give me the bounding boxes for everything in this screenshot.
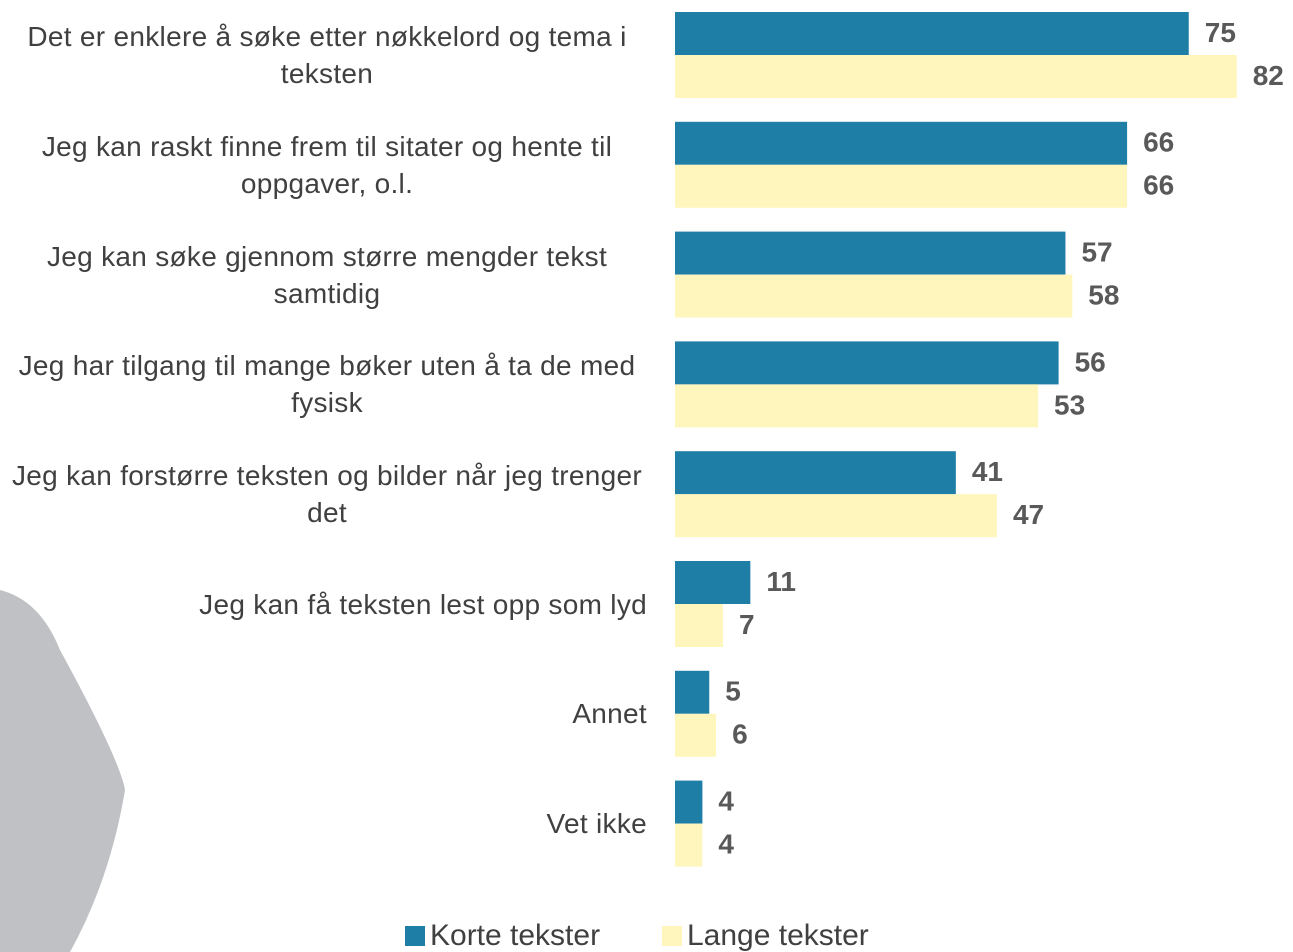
value-label: 82 bbox=[1253, 60, 1284, 91]
value-label: 56 bbox=[1075, 346, 1106, 377]
legend-label: Lange tekster bbox=[687, 919, 869, 952]
category-text: Vet ikke bbox=[546, 808, 647, 840]
category-label: Jeg kan søke gjennom større mengder teks… bbox=[0, 225, 647, 325]
bar bbox=[675, 670, 710, 714]
category-text: Jeg kan søke gjennom større mengder teks… bbox=[46, 240, 608, 309]
value-label: 4 bbox=[718, 828, 734, 859]
bar bbox=[675, 55, 1237, 98]
value-label: 5 bbox=[725, 676, 741, 707]
bar bbox=[675, 164, 1128, 208]
bar bbox=[675, 713, 717, 757]
value-label: 75 bbox=[1205, 17, 1236, 48]
bar bbox=[675, 494, 997, 538]
value-label: 7 bbox=[739, 609, 755, 640]
bar bbox=[675, 384, 1039, 428]
legend-swatch bbox=[662, 926, 682, 946]
category-label: Annet bbox=[0, 664, 647, 764]
bar bbox=[675, 823, 703, 867]
value-label: 47 bbox=[1013, 499, 1044, 530]
category-label: Jeg kan raskt finne frem til sitater og … bbox=[0, 115, 647, 215]
bar bbox=[675, 451, 956, 495]
bar bbox=[675, 561, 751, 604]
value-label: 58 bbox=[1088, 279, 1119, 310]
value-label: 53 bbox=[1054, 389, 1085, 420]
bar bbox=[675, 12, 1189, 55]
value-label: 57 bbox=[1081, 236, 1112, 267]
legend-swatch bbox=[405, 926, 425, 946]
bar bbox=[675, 341, 1059, 385]
category-text: Jeg har tilgang til mange bøker uten å t… bbox=[18, 350, 636, 419]
category-label: Jeg kan få teksten lest opp som lyd bbox=[0, 554, 647, 654]
legend-label: Korte tekster bbox=[430, 919, 600, 952]
category-text: Jeg kan forstørre teksten og bilder når … bbox=[11, 460, 643, 529]
category-text: Jeg kan raskt finne frem til sitater og … bbox=[41, 130, 613, 199]
category-label: Jeg kan forstørre teksten og bilder når … bbox=[0, 444, 647, 544]
bar bbox=[675, 780, 703, 824]
value-label: 6 bbox=[732, 719, 748, 750]
value-label: 4 bbox=[718, 785, 734, 816]
category-text: Jeg kan få teksten lest opp som lyd bbox=[199, 588, 647, 620]
bar bbox=[675, 604, 723, 647]
bar bbox=[675, 274, 1073, 318]
category-text: Det er enklere å søke etter nøkkelord og… bbox=[27, 21, 627, 89]
value-label: 11 bbox=[766, 566, 796, 597]
category-label: Vet ikke bbox=[0, 774, 647, 874]
value-label: 66 bbox=[1143, 127, 1174, 158]
bar bbox=[675, 121, 1128, 165]
value-label: 41 bbox=[972, 456, 1003, 487]
value-label: 66 bbox=[1143, 170, 1174, 201]
category-label: Det er enklere å søke etter nøkkelord og… bbox=[0, 5, 647, 105]
category-text: Annet bbox=[572, 698, 647, 730]
bar bbox=[675, 231, 1066, 275]
photo bbox=[0, 590, 125, 952]
category-label: Jeg har tilgang til mange bøker uten å t… bbox=[0, 334, 647, 434]
